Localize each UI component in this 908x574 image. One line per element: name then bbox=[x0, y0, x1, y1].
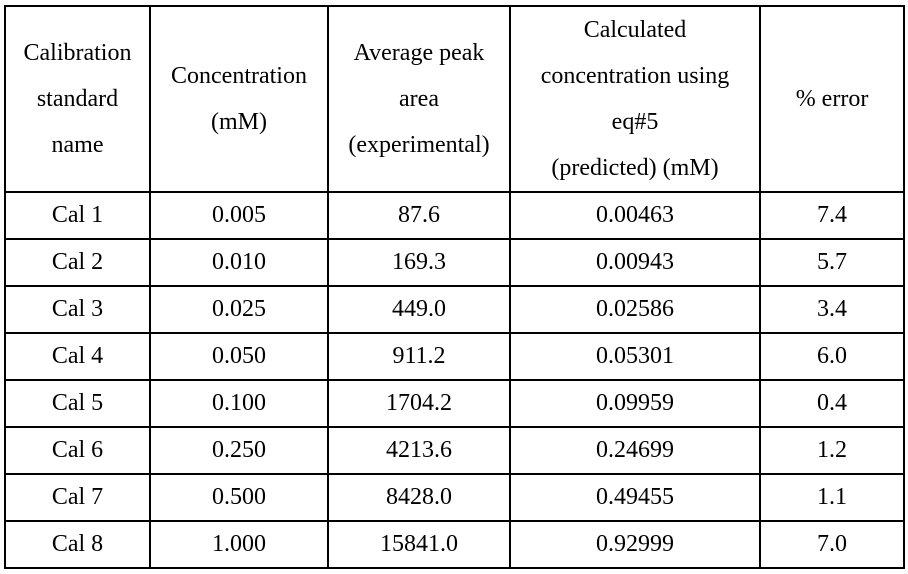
table-row: Cal 3 0.025 449.0 0.02586 3.4 bbox=[4, 285, 905, 334]
cell-concentration: 0.005 bbox=[149, 191, 329, 240]
cell-concentration: 0.025 bbox=[149, 285, 329, 334]
cell-standard-name: Cal 2 bbox=[4, 238, 151, 287]
cell-average-peak-area: 4213.6 bbox=[327, 426, 511, 475]
header-text-line: name bbox=[51, 132, 104, 158]
cell-calculated-concentration: 0.00463 bbox=[509, 191, 761, 240]
cell-calculated-concentration: 0.02586 bbox=[509, 285, 761, 334]
header-text-line: Concentration bbox=[171, 63, 307, 89]
cell-percent-error: 0.4 bbox=[759, 379, 905, 428]
cell-average-peak-area: 911.2 bbox=[327, 332, 511, 381]
cell-percent-error: 1.2 bbox=[759, 426, 905, 475]
cell-calculated-concentration: 0.05301 bbox=[509, 332, 761, 381]
calibration-table: Calibration standard name Concentration … bbox=[4, 5, 905, 569]
cell-concentration: 1.000 bbox=[149, 520, 329, 569]
cell-percent-error: 1.1 bbox=[759, 473, 905, 522]
cell-average-peak-area: 449.0 bbox=[327, 285, 511, 334]
cell-standard-name: Cal 6 bbox=[4, 426, 151, 475]
cell-concentration: 0.500 bbox=[149, 473, 329, 522]
cell-calculated-concentration: 0.09959 bbox=[509, 379, 761, 428]
header-concentration: Concentration (mM) bbox=[149, 5, 329, 193]
header-text-line: Calibration bbox=[23, 40, 132, 66]
cell-average-peak-area: 15841.0 bbox=[327, 520, 511, 569]
cell-percent-error: 5.7 bbox=[759, 238, 905, 287]
cell-average-peak-area: 1704.2 bbox=[327, 379, 511, 428]
cell-average-peak-area: 8428.0 bbox=[327, 473, 511, 522]
table-body: Cal 1 0.005 87.6 0.00463 7.4 Cal 2 0.010… bbox=[4, 191, 905, 569]
table-row: Cal 5 0.100 1704.2 0.09959 0.4 bbox=[4, 379, 905, 428]
cell-calculated-concentration: 0.00943 bbox=[509, 238, 761, 287]
header-text-line: concentration using bbox=[540, 63, 730, 89]
cell-percent-error: 6.0 bbox=[759, 332, 905, 381]
header-calculated-concentration: Calculated concentration using eq#5 (pre… bbox=[509, 5, 761, 193]
cell-standard-name: Cal 7 bbox=[4, 473, 151, 522]
header-text-line: (experimental) bbox=[348, 132, 490, 158]
table-row: Cal 2 0.010 169.3 0.00943 5.7 bbox=[4, 238, 905, 287]
cell-percent-error: 7.4 bbox=[759, 191, 905, 240]
header-text-line: Average peak bbox=[353, 40, 485, 66]
table-header: Calibration standard name Concentration … bbox=[4, 5, 905, 193]
header-text-line: (predicted) (mM) bbox=[551, 155, 719, 181]
cell-concentration: 0.050 bbox=[149, 332, 329, 381]
table-row: Cal 1 0.005 87.6 0.00463 7.4 bbox=[4, 191, 905, 240]
table-row: Cal 6 0.250 4213.6 0.24699 1.2 bbox=[4, 426, 905, 475]
cell-concentration: 0.250 bbox=[149, 426, 329, 475]
cell-calculated-concentration: 0.92999 bbox=[509, 520, 761, 569]
header-text-line: area bbox=[399, 86, 439, 112]
cell-standard-name: Cal 4 bbox=[4, 332, 151, 381]
cell-average-peak-area: 169.3 bbox=[327, 238, 511, 287]
header-text-line: eq#5 bbox=[611, 109, 659, 135]
cell-percent-error: 7.0 bbox=[759, 520, 905, 569]
cell-standard-name: Cal 3 bbox=[4, 285, 151, 334]
header-percent-error: % error bbox=[759, 5, 905, 193]
cell-calculated-concentration: 0.49455 bbox=[509, 473, 761, 522]
header-text-line: Calculated bbox=[583, 17, 687, 43]
header-text-line: (mM) bbox=[211, 109, 267, 135]
cell-concentration: 0.010 bbox=[149, 238, 329, 287]
cell-standard-name: Cal 5 bbox=[4, 379, 151, 428]
header-calibration-standard-name: Calibration standard name bbox=[4, 5, 151, 193]
cell-percent-error: 3.4 bbox=[759, 285, 905, 334]
table-row: Cal 8 1.000 15841.0 0.92999 7.0 bbox=[4, 520, 905, 569]
cell-concentration: 0.100 bbox=[149, 379, 329, 428]
table-row: Cal 7 0.500 8428.0 0.49455 1.1 bbox=[4, 473, 905, 522]
table-row: Cal 4 0.050 911.2 0.05301 6.0 bbox=[4, 332, 905, 381]
header-text-line: % error bbox=[795, 86, 869, 112]
cell-standard-name: Cal 1 bbox=[4, 191, 151, 240]
header-row: Calibration standard name Concentration … bbox=[4, 5, 905, 193]
cell-calculated-concentration: 0.24699 bbox=[509, 426, 761, 475]
cell-average-peak-area: 87.6 bbox=[327, 191, 511, 240]
header-average-peak-area: Average peak area (experimental) bbox=[327, 5, 511, 193]
cell-standard-name: Cal 8 bbox=[4, 520, 151, 569]
header-text-line: standard bbox=[36, 86, 119, 112]
